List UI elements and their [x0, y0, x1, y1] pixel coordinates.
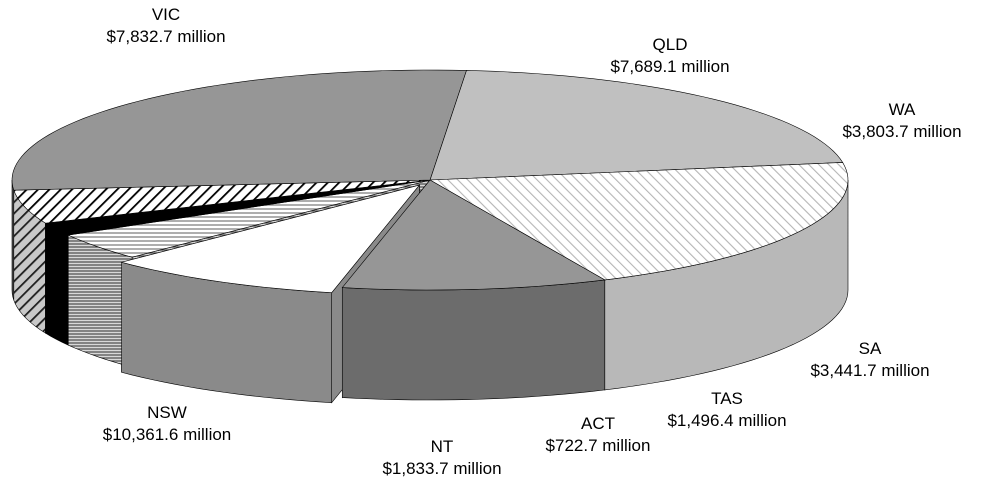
slice-label-qld: QLD: [653, 35, 688, 54]
slice-value-nsw: $10,361.6 million: [103, 425, 232, 444]
slice-label-nt: NT: [431, 437, 454, 456]
slice-label-act: ACT: [581, 414, 615, 433]
slice-nt: [13, 179, 431, 224]
slice-labels: VIC $7,832.7 million QLD $7,689.1 million WA…: [103, 5, 962, 478]
slice-vic: [429, 70, 844, 181]
slice-value-qld: $7,689.1 million: [610, 57, 729, 76]
slice-value-nt: $1,833.7 million: [382, 459, 501, 478]
slice-tops: [11, 69, 849, 293]
slice-value-act: $722.7 million: [546, 436, 651, 455]
slice-label-vic: VIC: [152, 5, 180, 24]
slice-label-nsw: NSW: [147, 403, 187, 422]
slice-wa: [341, 179, 606, 291]
slice-tas: [67, 179, 431, 258]
slice-value-tas: $1,496.4 million: [667, 411, 786, 430]
slice-side-wa: [341, 279, 606, 401]
slice-nsw: [11, 69, 467, 191]
slice-value-sa: $3,441.7 million: [810, 361, 929, 380]
slice-sa: [120, 184, 421, 293]
slice-qld: [428, 162, 849, 281]
slice-value-vic: $7,832.7 million: [106, 27, 225, 46]
slice-label-wa: WA: [889, 100, 916, 119]
slice-label-tas: TAS: [711, 389, 743, 408]
slice-value-wa: $3,803.7 million: [842, 122, 961, 141]
slice-side-act: [45, 222, 69, 346]
slice-label-sa: SA: [859, 339, 882, 358]
